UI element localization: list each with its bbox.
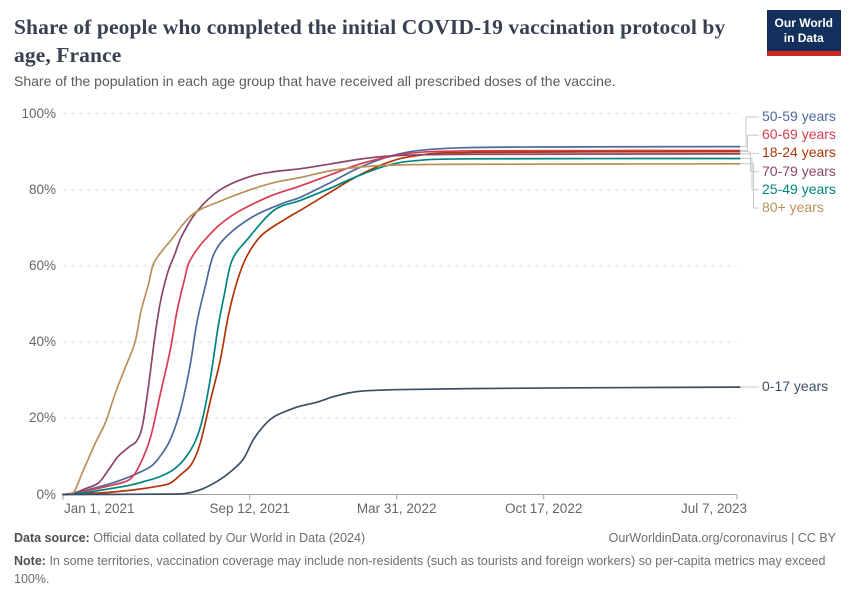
- line-80-years: [62, 162, 741, 496]
- legend-connector-18-24-years: [740, 151, 759, 154]
- legend-item-80-years[interactable]: 80+ years: [762, 199, 824, 215]
- chart-subtitle: Share of the population in each age grou…: [14, 73, 616, 89]
- footnote-label: Note:: [14, 554, 46, 568]
- x-tick-label-jul-7-2023: Jul 7, 2023: [680, 501, 747, 516]
- page-title: Share of people who completed the initia…: [14, 15, 726, 67]
- y-tick-label-20: 20%: [28, 410, 56, 426]
- line-50-59-years: [62, 145, 741, 496]
- line-18-24-years: [62, 150, 741, 496]
- legend-connector-70-79-years: [740, 153, 759, 173]
- line-0-17-years: [62, 386, 741, 496]
- legend-item-60-69-years[interactable]: 60-69 years: [762, 126, 836, 143]
- legend-item-18-24-years[interactable]: 18-24 years: [762, 144, 836, 161]
- owid-logo: Our World in Data: [766, 10, 841, 56]
- y-tick-label-80: 80%: [28, 181, 56, 197]
- footnote-text: In some territories, vaccination coverag…: [14, 554, 826, 587]
- line-70-79-years: [62, 153, 741, 496]
- x-tick-label-sep-12-2021: Sep 12, 2021: [209, 501, 290, 516]
- y-tick-label-0: 0%: [36, 486, 56, 502]
- data-source-label: Data source:: [14, 531, 90, 545]
- y-tick-label-100: 100%: [21, 105, 56, 121]
- x-tick-label-oct-17-2022: Oct 17, 2022: [505, 501, 583, 516]
- legend-item-0-17-years[interactable]: 0-17 years: [762, 378, 829, 395]
- legend-item-50-59-years[interactable]: 50-59 years: [762, 108, 836, 124]
- data-source-text: Official data collated by Our World in D…: [93, 531, 366, 545]
- line-25-49-years: [62, 157, 741, 496]
- x-tick-label-mar-31-2022: Mar 31, 2022: [356, 501, 437, 516]
- line-60-69-years: [62, 149, 741, 496]
- footnote: Note: In some territories, vaccination c…: [14, 552, 836, 588]
- legend-connector-50-59-years: [740, 116, 759, 148]
- legend-connector-60-69-years: [740, 134, 759, 151]
- y-tick-label-40: 40%: [28, 334, 56, 350]
- data-source: Data source: Official data collated by O…: [14, 531, 365, 545]
- footer: Data source: Official data collated by O…: [14, 531, 836, 588]
- legend-item-70-79-years[interactable]: 70-79 years: [762, 162, 836, 179]
- owid-logo-line2: in Data: [783, 31, 824, 45]
- legend-item-25-49-years[interactable]: 25-49 years: [762, 180, 836, 197]
- legend-connector-80-years: [740, 163, 759, 209]
- legend-connector-25-49-years: [740, 158, 759, 191]
- y-tick-label-60: 60%: [28, 257, 56, 273]
- license-link[interactable]: OurWorldinData.org/coronavirus | CC BY: [608, 531, 836, 545]
- x-tick-label-jan-1-2021: Jan 1, 2021: [64, 501, 135, 516]
- owid-logo-line1: Our World: [774, 16, 833, 30]
